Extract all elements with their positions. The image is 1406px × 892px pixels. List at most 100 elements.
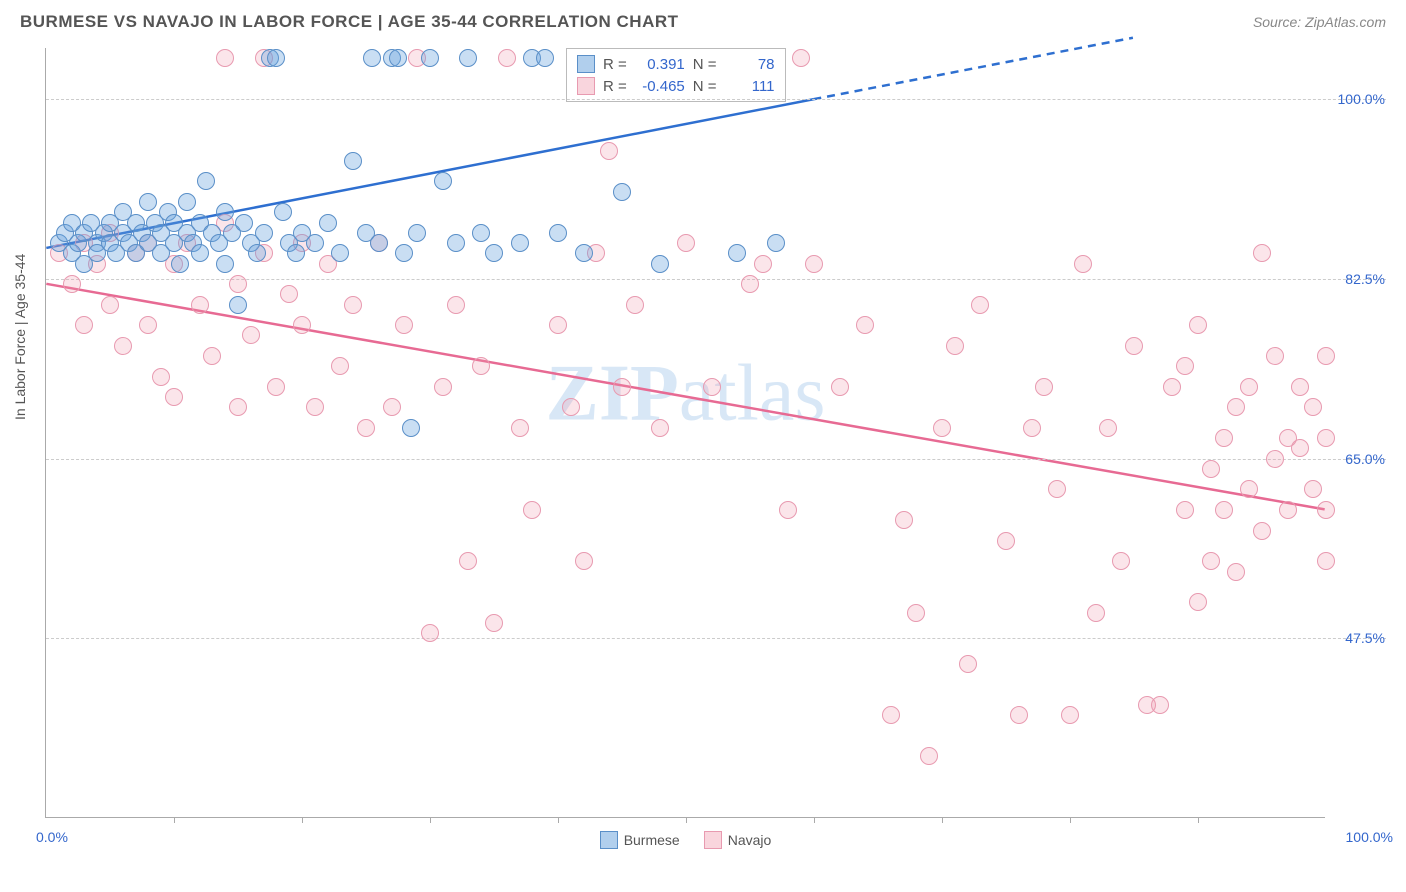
scatter-point — [216, 203, 234, 221]
scatter-point — [191, 296, 209, 314]
scatter-point — [178, 193, 196, 211]
x-tick — [814, 817, 815, 823]
scatter-point — [114, 337, 132, 355]
scatter-point — [613, 183, 631, 201]
scatter-point — [536, 49, 554, 67]
scatter-point — [1010, 706, 1028, 724]
gridline — [46, 279, 1386, 280]
scatter-point — [287, 244, 305, 262]
swatch-blue-icon — [577, 55, 595, 73]
scatter-point — [1266, 450, 1284, 468]
scatter-point — [171, 255, 189, 273]
scatter-point — [389, 49, 407, 67]
scatter-point — [920, 747, 938, 765]
scatter-point — [216, 255, 234, 273]
scatter-point — [703, 378, 721, 396]
scatter-point — [248, 244, 266, 262]
scatter-point — [1279, 501, 1297, 519]
scatter-point — [1240, 378, 1258, 396]
scatter-point — [651, 255, 669, 273]
scatter-point — [421, 49, 439, 67]
scatter-point — [235, 214, 253, 232]
scatter-point — [1227, 563, 1245, 581]
scatter-point — [779, 501, 797, 519]
scatter-point — [280, 285, 298, 303]
scatter-point — [267, 378, 285, 396]
swatch-blue-icon — [600, 831, 618, 849]
scatter-point — [1061, 706, 1079, 724]
scatter-point — [959, 655, 977, 673]
stats-row-navajo: R = -0.465 N = 111 — [577, 75, 775, 97]
r-label: R = — [603, 78, 627, 95]
gridline — [46, 638, 1386, 639]
scatter-point — [1023, 419, 1041, 437]
scatter-point — [1099, 419, 1117, 437]
y-tick-label: 65.0% — [1330, 451, 1385, 467]
scatter-point — [101, 296, 119, 314]
scatter-point — [139, 316, 157, 334]
scatter-point — [933, 419, 951, 437]
x-tick — [942, 817, 943, 823]
scatter-point — [1074, 255, 1092, 273]
y-axis-label: In Labor Force | Age 35-44 — [12, 254, 28, 420]
swatch-pink-icon — [577, 77, 595, 95]
scatter-point — [549, 316, 567, 334]
scatter-point — [357, 419, 375, 437]
x-max-label: 100.0% — [1346, 829, 1393, 845]
scatter-point — [907, 604, 925, 622]
scatter-point — [395, 244, 413, 262]
scatter-point — [229, 296, 247, 314]
gridline — [46, 99, 1386, 100]
scatter-point — [1291, 378, 1309, 396]
scatter-point — [1253, 522, 1271, 540]
scatter-point — [1125, 337, 1143, 355]
scatter-point — [408, 224, 426, 242]
x-tick — [1198, 817, 1199, 823]
scatter-point — [472, 357, 490, 375]
scatter-point — [946, 337, 964, 355]
scatter-point — [1048, 480, 1066, 498]
stats-row-burmese: R = 0.391 N = 78 — [577, 53, 775, 75]
scatter-point — [1151, 696, 1169, 714]
scatter-point — [1112, 552, 1130, 570]
scatter-point — [255, 224, 273, 242]
x-tick — [430, 817, 431, 823]
scatter-point — [344, 296, 362, 314]
scatter-point — [1317, 552, 1335, 570]
scatter-point — [754, 255, 772, 273]
gridline — [46, 459, 1386, 460]
scatter-point — [1317, 347, 1335, 365]
r-value: -0.465 — [635, 78, 685, 95]
scatter-point — [229, 275, 247, 293]
x-tick — [1070, 817, 1071, 823]
scatter-point — [1163, 378, 1181, 396]
chart-plot-area: ZIPatlas R = 0.391 N = 78 R = -0.465 N =… — [45, 48, 1325, 818]
scatter-point — [511, 419, 529, 437]
scatter-point — [152, 368, 170, 386]
scatter-point — [1317, 501, 1335, 519]
scatter-point — [511, 234, 529, 252]
scatter-point — [651, 419, 669, 437]
legend-label: Navajo — [728, 832, 772, 848]
scatter-point — [1189, 316, 1207, 334]
scatter-point — [229, 398, 247, 416]
scatter-point — [197, 172, 215, 190]
trend-lines — [46, 48, 1325, 817]
scatter-point — [344, 152, 362, 170]
scatter-point — [741, 275, 759, 293]
n-value: 111 — [725, 78, 775, 95]
scatter-point — [1176, 357, 1194, 375]
scatter-point — [139, 193, 157, 211]
scatter-point — [1087, 604, 1105, 622]
scatter-point — [1266, 347, 1284, 365]
scatter-point — [728, 244, 746, 262]
r-value: 0.391 — [635, 56, 685, 73]
scatter-point — [395, 316, 413, 334]
y-tick-label: 100.0% — [1330, 91, 1385, 107]
scatter-point — [792, 49, 810, 67]
scatter-point — [562, 398, 580, 416]
watermark: ZIPatlas — [546, 349, 826, 440]
scatter-point — [895, 511, 913, 529]
scatter-point — [383, 398, 401, 416]
scatter-point — [434, 172, 452, 190]
